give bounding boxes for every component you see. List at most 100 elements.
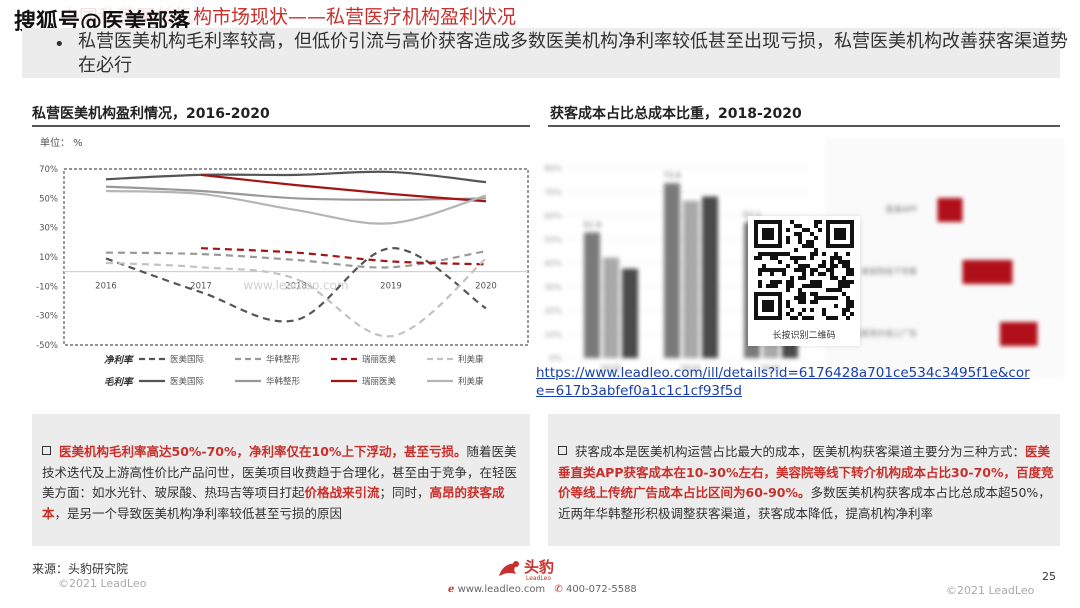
qr-module <box>794 248 798 252</box>
qr-module <box>766 268 770 272</box>
y-tick-label: 20% <box>544 307 562 316</box>
series-line-医美国际-净利率 <box>105 247 487 323</box>
qr-module <box>818 284 822 288</box>
series-line-瑞丽医美-净利率 <box>200 247 487 266</box>
qr-module <box>762 264 766 268</box>
qr-module <box>786 240 790 244</box>
headline-box: • 私营医美机构毛利率较高，但低价引流与高价获客造成多数医美机构净利率较低甚至出… <box>22 28 1068 78</box>
source-note: 来源：头豹研究院 <box>32 562 129 576</box>
qr-module <box>802 268 806 272</box>
qr-module <box>814 224 818 228</box>
phone-icon: ✆ <box>554 584 563 595</box>
legend-label: 医美国际 <box>170 376 205 387</box>
qr-module <box>810 280 814 284</box>
qr-module <box>810 240 814 244</box>
qr-card: 长按识别二维码 <box>748 216 860 346</box>
qr-module <box>798 240 802 244</box>
qr-module <box>846 272 850 276</box>
qr-module <box>806 316 810 320</box>
legend-label: 瑞丽医美 <box>362 354 397 365</box>
qr-module <box>810 316 814 320</box>
qr-module <box>790 316 794 320</box>
qr-module <box>790 276 794 280</box>
headline-text: 私营医美机构毛利率较高，但低价引流与高价获客造成多数医美机构净利率较低甚至出现亏… <box>78 31 1068 76</box>
qr-module <box>818 264 822 268</box>
qr-module <box>802 244 806 248</box>
qr-module <box>838 284 842 288</box>
qr-module <box>786 300 790 304</box>
qr-module <box>810 308 814 312</box>
qr-module <box>802 292 806 296</box>
qr-module <box>770 272 774 276</box>
right-panel-rule <box>548 125 1060 127</box>
legend-label: 华韩整形 <box>266 354 301 365</box>
bar <box>683 200 699 358</box>
qr-module <box>798 268 802 272</box>
x-tick-label: 2019 <box>380 282 402 292</box>
qr-module <box>770 284 774 288</box>
qr-module <box>846 300 850 304</box>
qr-module <box>770 268 774 272</box>
qr-module <box>846 316 850 320</box>
qr-module <box>806 228 810 232</box>
y-tick-label: 80% <box>544 164 562 173</box>
qr-module <box>770 256 774 260</box>
qr-module <box>802 308 806 312</box>
legend-label: 医美国际 <box>170 354 205 365</box>
series-line-华韩整形-毛利率 <box>105 185 487 201</box>
qr-module <box>802 276 806 280</box>
report-link[interactable]: https://www.leadleo.com/ill/details?id=6… <box>536 365 1030 399</box>
qr-module <box>846 308 850 312</box>
qr-module <box>762 268 766 272</box>
category-label: 医美APP <box>886 204 917 214</box>
qr-module <box>798 300 802 304</box>
y-tick-label: 70% <box>544 188 562 197</box>
note-segment: 价格战来引流 <box>304 485 380 500</box>
right-panel-title: 获客成本占比总成本比重，2018-2020 <box>550 106 802 122</box>
bar-data-label: 57.1 <box>743 210 761 219</box>
qr-module <box>822 252 826 256</box>
qr-module <box>850 272 854 276</box>
qr-module <box>810 244 814 248</box>
series-line-利美康-毛利率 <box>105 189 487 225</box>
y-tick-label: 70% <box>39 165 58 175</box>
qr-module <box>758 268 762 272</box>
bar <box>603 257 619 358</box>
right-note-text: 获客成本是医美机构运营占比最大的成本，医美机构获客渠道主要分为三种方式：医美垂直… <box>558 442 1054 524</box>
bar <box>664 183 680 358</box>
qr-module <box>814 248 818 252</box>
qr-module <box>822 260 826 264</box>
x-tick-label: 2019 <box>680 364 700 373</box>
qr-module <box>802 284 806 288</box>
qr-module <box>802 296 806 300</box>
y-tick-label: 50% <box>544 235 562 244</box>
qr-module <box>830 276 834 280</box>
qr-module <box>778 268 782 272</box>
qr-module <box>798 232 802 236</box>
qr-module <box>814 220 818 224</box>
qr-module <box>798 236 802 240</box>
qr-module <box>834 264 838 268</box>
right-note-box: 获客成本是医美机构运营占比最大的成本，医美机构获客渠道主要分为三种方式：医美垂直… <box>548 414 1060 546</box>
qr-module <box>774 284 778 288</box>
qr-module <box>798 264 802 268</box>
qr-module <box>822 308 826 312</box>
page-number: 25 <box>1042 570 1056 583</box>
qr-module <box>810 292 814 296</box>
site-url[interactable]: www.leadleo.com <box>457 584 546 595</box>
y-tick-label: 30% <box>544 283 562 292</box>
qr-module <box>790 284 794 288</box>
range-bar <box>962 260 1013 284</box>
note-segment: 获客成本是医美机构运营占比最大的成本，医美机构获客渠道主要分为三种方式： <box>575 444 1026 459</box>
note-segment: ，是另一个导致医美机构净利率较低甚至亏损的原因 <box>54 505 343 521</box>
left-panel-title: 私营医美机构盈利情况，2016-2020 <box>32 106 270 122</box>
qr-module <box>850 268 854 272</box>
web-icon: ℯ <box>448 584 455 595</box>
qr-module <box>798 276 802 280</box>
qr-module <box>846 252 850 256</box>
qr-module <box>782 272 786 276</box>
note-segment: ；同时， <box>379 485 430 500</box>
qr-code-icon[interactable] <box>754 220 854 320</box>
qr-module <box>786 228 790 232</box>
x-tick-label: 2016 <box>95 282 117 292</box>
